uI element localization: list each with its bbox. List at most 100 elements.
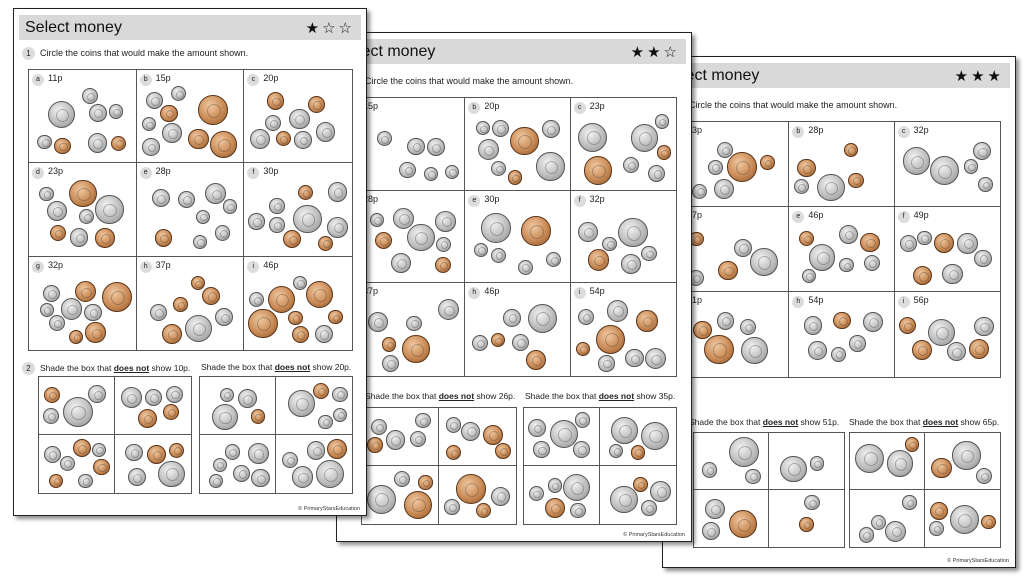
coin-icon[interactable] [266,92,285,110]
coin-icon[interactable] [704,499,725,520]
coin-icon[interactable] [371,419,388,436]
shade-cell[interactable] [39,435,115,493]
grid-cell-f[interactable]: f 49p [894,207,1000,292]
coin-icon[interactable] [517,259,533,275]
coin-icon[interactable] [654,114,669,129]
coin-icon[interactable] [305,280,333,308]
coin-icon[interactable] [426,138,445,157]
coin-icon[interactable] [233,464,251,482]
coin-icon[interactable] [59,455,76,472]
coin-icon[interactable] [578,122,608,152]
coin-icon[interactable] [367,437,383,453]
coin-icon[interactable] [297,184,314,201]
coin-icon[interactable] [437,299,459,321]
coin-icon[interactable] [173,297,188,313]
grid-cell-a[interactable]: a 11p [29,70,137,164]
coin-icon[interactable] [817,173,845,202]
coin-icon[interactable] [283,230,302,249]
shade-cell[interactable] [769,433,844,490]
coin-icon[interactable] [268,286,296,314]
coin-icon[interactable] [610,485,638,513]
coin-icon[interactable] [633,477,648,492]
coin-icon[interactable] [282,451,299,468]
coin-icon[interactable] [161,123,182,144]
coin-icon[interactable] [444,165,460,180]
coin-icon[interactable] [195,209,211,224]
coin-icon[interactable] [125,443,143,462]
coin-icon[interactable] [900,235,917,253]
coin-icon[interactable] [177,190,196,209]
coin-icon[interactable] [521,216,551,246]
coin-icon[interactable] [224,444,240,460]
coin-icon[interactable] [314,324,333,344]
coin-icon[interactable] [407,223,435,251]
coin-icon[interactable] [171,86,187,102]
coin-icon[interactable] [973,316,994,337]
coin-icon[interactable] [54,137,71,155]
shade-cell[interactable] [439,466,516,524]
coin-icon[interactable] [870,514,887,531]
coin-icon[interactable] [482,424,503,445]
coin-icon[interactable] [318,414,333,429]
coin-icon[interactable] [145,91,163,109]
coin-icon[interactable] [374,231,392,249]
coin-icon[interactable] [704,334,735,365]
coin-icon[interactable] [127,468,146,487]
coin-icon[interactable] [745,468,761,484]
coin-icon[interactable] [294,131,312,149]
coin-icon[interactable] [630,444,646,460]
grid-cell-f[interactable]: f 32p [570,191,676,284]
shade-cell[interactable] [850,433,925,490]
coin-icon[interactable] [145,388,163,406]
coin-icon[interactable] [902,147,930,175]
coin-icon[interactable] [50,225,67,242]
shade-cell[interactable] [524,466,600,524]
coin-icon[interactable] [618,217,649,248]
coin-icon[interactable] [219,387,234,402]
coin-icon[interactable] [154,229,172,247]
coin-icon[interactable] [621,254,642,275]
shade-cell[interactable] [524,408,600,466]
coin-icon[interactable] [541,120,560,139]
coin-icon[interactable] [327,439,348,460]
coin-icon[interactable] [476,121,491,136]
coin-icon[interactable] [269,198,285,214]
coin-icon[interactable] [415,412,431,429]
coin-icon[interactable] [799,230,815,247]
coin-icon[interactable] [911,340,932,361]
coin-icon[interactable] [69,329,84,345]
grid-cell-e[interactable]: e 28p [136,163,245,257]
coin-icon[interactable] [644,348,666,370]
coin-icon[interactable] [160,104,178,122]
coin-icon[interactable] [713,179,734,199]
coin-icon[interactable] [640,421,669,450]
coin-icon[interactable] [287,390,315,418]
coin-icon[interactable] [308,96,325,113]
coin-icon[interactable] [931,457,952,479]
shade-cell[interactable] [39,377,115,435]
coin-icon[interactable] [899,317,917,335]
grid-cell-i[interactable]: i 46p [244,257,352,350]
coin-icon[interactable] [248,308,278,338]
coin-icon[interactable] [275,131,291,147]
coin-icon[interactable] [404,490,433,519]
coin-icon[interactable] [291,466,314,488]
coin-icon[interactable] [507,170,523,185]
coin-icon[interactable] [222,199,238,215]
grid-cell-d[interactable]: 37p [684,207,790,292]
coin-icon[interactable] [904,437,920,452]
coin-icon[interactable] [701,522,720,541]
coin-icon[interactable] [46,201,67,221]
coin-icon[interactable] [886,450,914,477]
coin-icon[interactable] [716,311,735,330]
coin-icon[interactable] [43,407,60,424]
coin-icon[interactable] [803,316,822,335]
coin-icon[interactable] [399,161,416,179]
coin-icon[interactable] [43,386,60,403]
coin-icon[interactable] [641,500,657,516]
coin-icon[interactable] [963,159,978,174]
coin-icon[interactable] [692,183,708,200]
coin-icon[interactable] [248,291,265,308]
coin-icon[interactable] [860,232,880,252]
coin-icon[interactable] [473,242,489,258]
